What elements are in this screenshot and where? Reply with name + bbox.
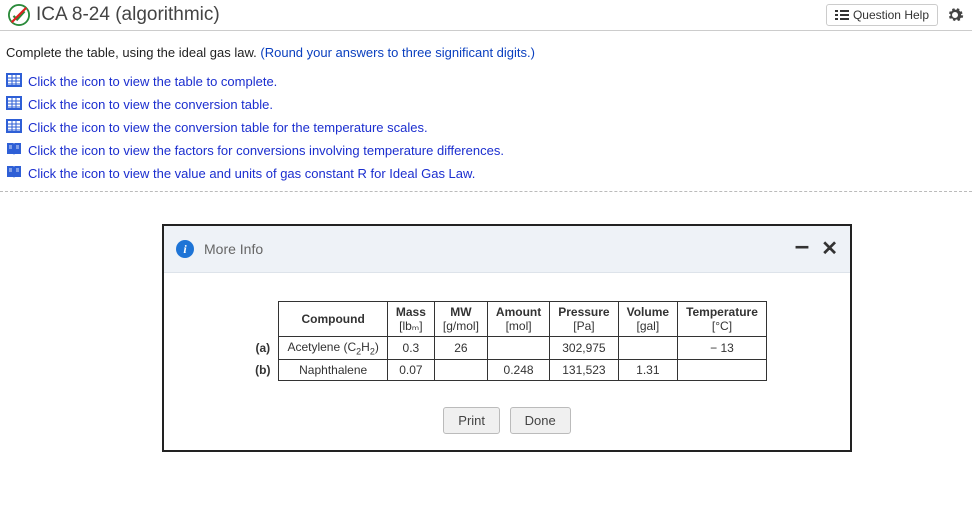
- book-icon: [6, 142, 28, 159]
- reference-link-label: Click the icon to view the conversion ta…: [28, 97, 273, 112]
- cell-pressure: 302,975: [550, 337, 618, 360]
- cell-mass: 0.3: [387, 337, 434, 360]
- minimize-button[interactable]: –: [795, 232, 809, 258]
- table-icon: [6, 119, 28, 136]
- col-header-2: MW[g/mol]: [434, 302, 487, 337]
- reference-link-2[interactable]: Click the icon to view the conversion ta…: [6, 116, 966, 139]
- reference-link-label: Click the icon to view the conversion ta…: [28, 120, 428, 135]
- reference-link-0[interactable]: Click the icon to view the table to comp…: [6, 70, 966, 93]
- cell-amount: [487, 337, 549, 360]
- reference-link-1[interactable]: Click the icon to view the conversion ta…: [6, 93, 966, 116]
- cell-mw: [434, 360, 487, 381]
- cell-pressure: 131,523: [550, 360, 618, 381]
- row-label-1: (b): [247, 360, 279, 381]
- table-row: (a)Acetylene (C2H2)0.326 302,975 − 13: [247, 337, 766, 360]
- col-header-3: Amount[mol]: [487, 302, 549, 337]
- reference-links: Click the icon to view the table to comp…: [0, 70, 972, 185]
- cell-temp: [678, 360, 767, 381]
- row-label-0: (a): [247, 337, 279, 360]
- reference-link-4[interactable]: Click the icon to view the value and uni…: [6, 162, 966, 185]
- print-button[interactable]: Print: [443, 407, 500, 434]
- instruction-text: Complete the table, using the ideal gas …: [0, 31, 972, 70]
- cell-volume: 1.31: [618, 360, 677, 381]
- cell-compound: Acetylene (C2H2): [279, 337, 387, 360]
- reference-link-3[interactable]: Click the icon to view the factors for c…: [6, 139, 966, 162]
- table-row: (b)Naphthalene0.07 0.248131,5231.31: [247, 360, 766, 381]
- cell-amount: 0.248: [487, 360, 549, 381]
- table-icon: [6, 73, 28, 90]
- reference-link-label: Click the icon to view the factors for c…: [28, 143, 504, 158]
- modal-title: More Info: [204, 241, 783, 257]
- modal-body: CompoundMass[lbₘ]MW[g/mol]Amount[mol]Pre…: [164, 273, 850, 395]
- instruction-main: Complete the table, using the ideal gas …: [6, 45, 260, 60]
- cell-temp: − 13: [678, 337, 767, 360]
- instruction-hint: (Round your answers to three significant…: [260, 45, 535, 60]
- page-title: ICA 8-24 (algorithmic): [36, 4, 826, 26]
- close-button[interactable]: ✕: [821, 239, 838, 259]
- col-header-1: Mass[lbₘ]: [387, 302, 434, 337]
- page-header: ICA 8-24 (algorithmic) Question Help: [0, 0, 972, 31]
- book-icon: [6, 165, 28, 182]
- gear-icon[interactable]: [946, 6, 964, 24]
- reference-link-label: Click the icon to view the table to comp…: [28, 74, 277, 89]
- question-help-label: Question Help: [853, 8, 929, 22]
- reference-link-label: Click the icon to view the value and uni…: [28, 166, 475, 181]
- cell-volume: [618, 337, 677, 360]
- done-button[interactable]: Done: [510, 407, 571, 434]
- cell-mw: 26: [434, 337, 487, 360]
- modal-header: i More Info – ✕: [164, 226, 850, 273]
- cell-mass: 0.07: [387, 360, 434, 381]
- cell-compound: Naphthalene: [279, 360, 387, 381]
- more-info-modal: i More Info – ✕ CompoundMass[lbₘ]MW[g/mo…: [162, 224, 852, 452]
- data-table: CompoundMass[lbₘ]MW[g/mol]Amount[mol]Pre…: [247, 301, 767, 381]
- col-header-0: Compound: [279, 302, 387, 337]
- table-icon: [6, 96, 28, 113]
- col-header-4: Pressure[Pa]: [550, 302, 618, 337]
- col-header-5: Volume[gal]: [618, 302, 677, 337]
- list-icon: [835, 9, 849, 21]
- assignment-icon: [8, 4, 30, 26]
- divider: [0, 191, 972, 192]
- question-help-button[interactable]: Question Help: [826, 4, 938, 26]
- modal-footer: Print Done: [164, 395, 850, 450]
- col-header-6: Temperature[°C]: [678, 302, 767, 337]
- table-corner: [247, 302, 279, 337]
- info-icon: i: [176, 240, 194, 258]
